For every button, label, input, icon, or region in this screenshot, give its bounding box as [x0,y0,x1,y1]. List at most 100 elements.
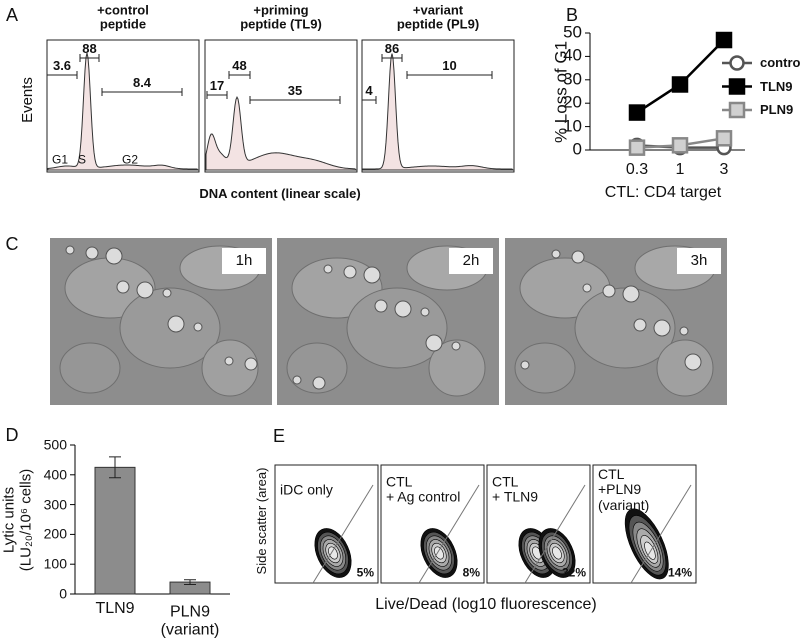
gate [46,71,78,79]
point [628,104,646,121]
sample-label: iDC only [280,481,333,498]
y-tick-label: 30 [563,69,582,89]
vesicle [451,341,461,351]
gate-value: 4 [365,82,373,98]
vesicle [374,299,388,313]
gate-percent: 8% [462,565,480,580]
vesicle [684,353,702,371]
time-label: 2h [462,251,480,269]
sample-label: CTL + Ag control [386,473,461,505]
contour [434,546,444,560]
point [715,130,733,147]
vesicle [162,288,172,298]
x-axis-label: DNA content (linear scale) [199,185,361,201]
gate [101,88,183,96]
sample-label: CTL +PLN9 (variant) [598,465,650,513]
cell [346,287,448,369]
vesicle [602,284,616,298]
x-tick-label: 3 [719,161,729,179]
point [628,139,646,156]
gate-percent: 5% [356,565,374,580]
vesicle [244,357,258,371]
vesicle [292,375,302,385]
point [671,76,689,93]
vesicle [622,285,640,303]
legend-label: control [760,54,800,70]
gate-line [524,484,586,584]
vesicle [633,318,647,332]
x-tick-label: 1 [675,161,685,179]
histogram-curve [205,96,358,171]
time-label-box [677,248,721,274]
vesicle [224,356,234,366]
y-tick-label: 50 [563,22,582,42]
y-tick-label: 500 [43,436,67,453]
vesicle [65,245,75,255]
vesicle [343,265,357,279]
legend-label: TLN9 [760,78,793,94]
gate-line [630,484,692,584]
histogram-curve [47,52,200,171]
gate-value: 86 [384,40,400,56]
phase-label: S [77,152,87,167]
y-axis-label: Events [18,77,36,123]
vesicle [323,264,333,274]
y-tick-label: 200 [43,525,67,542]
gate-value: 10 [442,57,457,73]
y-axis-label: Lytic units (LU₂₀/10⁶ cells) [0,468,35,572]
contour [552,546,562,560]
legend-marker [728,78,746,95]
histogram-title: +control peptide [97,2,149,32]
histogram-curve [362,53,515,171]
panel-label: B [565,5,579,26]
contour [328,546,338,560]
gate [206,91,228,99]
error-bar [184,579,196,585]
vesicle [167,315,185,333]
x-tick-label: PLN9 (variant) [160,603,220,638]
cell [201,339,259,397]
y-tick-label: 0 [572,139,582,159]
point [715,31,733,49]
error-bar [109,456,121,479]
sample-label: CTL + TLN9 [492,473,539,505]
vesicle [394,300,412,318]
y-tick-label: 300 [43,495,67,512]
micrograph [50,238,272,405]
gate-value: 8.4 [132,74,152,90]
x-tick-label: TLN9 [95,600,135,618]
panel-label: E [272,426,286,447]
time-label: 3h [690,251,708,269]
panel-label: D [5,425,19,446]
time-label-box [449,248,493,274]
gate-percent: 32% [561,565,586,580]
legend-label: PLN9 [760,101,794,117]
point [671,137,689,154]
gate-value: 88 [82,40,97,56]
gate-line [418,484,480,584]
y-tick-label: 0 [59,585,67,602]
histogram-frame [46,39,200,173]
vesicle [105,247,123,265]
y-axis-label: Side scatter (area) [253,467,269,575]
gate-value: 35 [287,82,303,98]
vesicle [312,376,326,390]
phase-label: G2 [121,152,139,167]
gate [79,54,100,62]
panel-label: C [5,234,19,255]
vesicle [653,319,671,337]
vesicle [420,307,430,317]
gate-value: 48 [232,57,247,73]
vesicle [571,250,585,264]
cell [428,339,486,397]
vesicle [582,283,592,293]
cell [286,342,348,394]
vesicle [136,281,154,299]
histogram-title: +variant peptide (PL9) [396,2,480,32]
vesicle [679,326,689,336]
vesicle [425,334,443,352]
histogram-title: +priming peptide (TL9) [240,2,322,32]
gate [406,71,493,79]
legend-marker [729,55,745,71]
